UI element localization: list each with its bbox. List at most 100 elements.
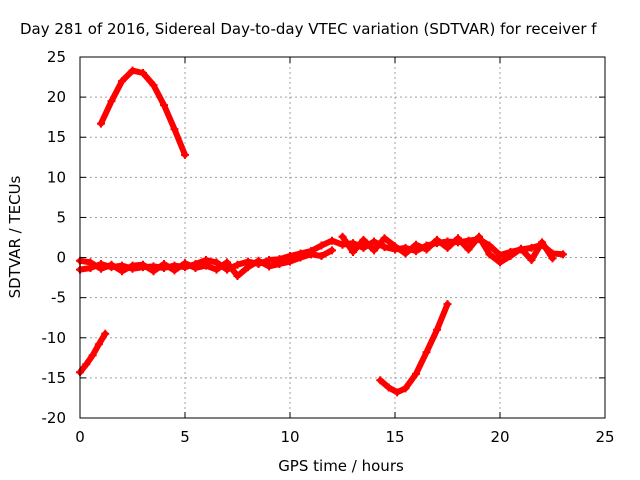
- data-point: [475, 232, 483, 241]
- y-tick-label: -15: [42, 369, 67, 387]
- data-point: [370, 237, 378, 246]
- data-point: [349, 247, 357, 256]
- grid-lines: [80, 57, 605, 418]
- series-trace: [377, 301, 451, 396]
- data-point: [517, 244, 525, 253]
- data-point: [97, 264, 105, 273]
- data-point: [527, 255, 536, 264]
- data-point: [170, 125, 179, 134]
- data-point: [485, 250, 494, 259]
- data-point: [359, 243, 368, 252]
- data-point: [422, 348, 431, 357]
- data-point: [359, 235, 368, 244]
- data-point: [97, 119, 105, 128]
- data-point: [391, 242, 399, 251]
- data-point: [128, 261, 137, 270]
- data-point: [128, 66, 137, 75]
- axes: 0 5 10 15 20 25 -20 -15 -10 -5 0 5 10 15 20 25: [42, 48, 615, 446]
- data-point: [118, 77, 126, 86]
- data-point: [380, 234, 389, 243]
- data-point: [433, 235, 441, 244]
- data-point: [412, 369, 420, 378]
- data-point: [496, 258, 504, 267]
- data-point: [181, 150, 189, 159]
- series-trace: [98, 67, 188, 158]
- data-point: [380, 243, 389, 252]
- data-point: [376, 376, 385, 385]
- data-point: [422, 245, 431, 254]
- data-point: [370, 246, 378, 255]
- data-point: [94, 340, 103, 349]
- data-point: [139, 69, 147, 78]
- data-point: [275, 259, 284, 268]
- data-point: [412, 240, 420, 249]
- y-tick-label: 0: [56, 249, 66, 267]
- data-point: [317, 241, 326, 250]
- x-tick-label: 5: [180, 428, 190, 446]
- series-4: [76, 246, 336, 281]
- data-point: [233, 260, 242, 269]
- data-point: [538, 238, 546, 247]
- data-point: [443, 300, 452, 309]
- y-tick-label: -5: [51, 289, 66, 307]
- data-point: [82, 360, 91, 369]
- data-point: [296, 253, 305, 262]
- data-point: [433, 325, 441, 334]
- data-point: [202, 261, 210, 270]
- data-point: [212, 258, 221, 267]
- data-point: [149, 267, 158, 276]
- x-tick-label: 10: [280, 428, 299, 446]
- data-point: [107, 97, 116, 106]
- chart-title: Day 281 of 2016, Sidereal Day-to-day VTE…: [20, 20, 597, 38]
- data-point: [160, 259, 168, 268]
- data-point: [338, 232, 347, 241]
- data-point: [170, 266, 179, 275]
- data-point: [496, 251, 504, 260]
- data-point: [384, 383, 393, 392]
- series-0: [97, 66, 189, 159]
- data-point: [149, 81, 158, 90]
- data-point: [401, 384, 410, 393]
- series-1: [76, 329, 110, 377]
- data-point: [548, 254, 557, 263]
- data-point: [328, 236, 336, 245]
- data-point: [393, 388, 402, 397]
- data-point: [223, 258, 231, 267]
- data-point: [464, 245, 473, 254]
- data-point: [160, 101, 168, 110]
- data-point: [101, 329, 110, 338]
- data-point: [139, 260, 147, 269]
- y-tick-label: 5: [56, 208, 66, 226]
- y-tick-label: -10: [42, 329, 67, 347]
- y-axis-label: SDTVAR / TECUs: [6, 175, 24, 298]
- data-point: [107, 260, 116, 269]
- x-axis-label: GPS time / hours: [278, 457, 404, 475]
- series-2: [376, 300, 452, 397]
- x-tick-label: 15: [385, 428, 404, 446]
- data-point: [181, 259, 189, 268]
- y-tick-label: 10: [47, 168, 66, 186]
- data-point: [86, 258, 95, 267]
- data-point: [244, 263, 252, 272]
- data-point: [454, 234, 462, 243]
- y-tick-label: 25: [47, 48, 66, 66]
- data-point: [212, 265, 221, 274]
- data-point: [464, 236, 473, 245]
- data-point: [328, 246, 336, 255]
- data-point: [307, 250, 315, 259]
- data-point: [118, 267, 126, 276]
- data-point: [88, 351, 97, 360]
- data-point: [527, 243, 536, 252]
- x-tick-label: 0: [75, 428, 85, 446]
- data-point: [233, 272, 242, 281]
- data-series: [76, 66, 567, 397]
- x-tick-label: 25: [595, 428, 614, 446]
- data-point: [317, 251, 326, 260]
- data-point: [443, 243, 452, 252]
- data-point: [401, 249, 410, 258]
- y-tick-label: 15: [47, 128, 66, 146]
- y-tick-label: -20: [42, 409, 67, 427]
- series-5: [338, 232, 557, 267]
- data-point: [191, 263, 200, 272]
